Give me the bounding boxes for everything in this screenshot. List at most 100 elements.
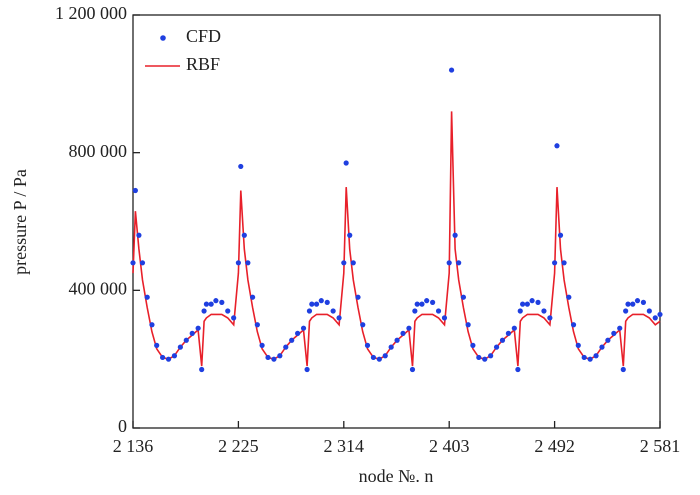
- cfd-point: [165, 356, 172, 362]
- cfd-point: [419, 301, 425, 307]
- cfd-point: [634, 298, 641, 304]
- y-tick-label: 400 000: [69, 278, 128, 298]
- cfd-point: [250, 294, 256, 300]
- cfd-point: [493, 344, 500, 350]
- cfd-point: [623, 308, 629, 314]
- cfd-point: [300, 325, 307, 331]
- cfd-point: [139, 260, 146, 266]
- cfd-point: [570, 322, 577, 328]
- cfd-point: [341, 260, 347, 266]
- cfd-point: [605, 337, 611, 343]
- cfd-point: [630, 301, 636, 307]
- cfd-point: [370, 354, 377, 361]
- y-tick-label: 0: [118, 416, 127, 436]
- cfd-point: [201, 308, 207, 314]
- x-tick-label: 2 225: [218, 436, 259, 456]
- cfd-point: [289, 337, 295, 343]
- cfd-point: [225, 308, 231, 314]
- cfd-point: [376, 356, 382, 362]
- cfd-point: [208, 301, 214, 307]
- x-axis-label: node №. n: [359, 466, 434, 486]
- cfd-point: [561, 260, 567, 266]
- cfd-point: [557, 232, 564, 238]
- cfd-point: [382, 353, 388, 359]
- cfd-point: [640, 299, 647, 305]
- cfd-point: [652, 315, 658, 321]
- x-tick-label: 2 492: [534, 436, 575, 456]
- cfd-point: [488, 353, 494, 359]
- cfd-point: [336, 315, 342, 321]
- cfd-point: [132, 187, 138, 194]
- cfd-point: [241, 232, 247, 238]
- cfd-point: [219, 299, 225, 305]
- cfd-point: [364, 342, 371, 348]
- legend-label: CFD: [186, 26, 221, 46]
- cfd-point: [343, 160, 349, 166]
- cfd-point: [183, 337, 189, 343]
- cfd-point: [456, 260, 462, 266]
- cfd-point: [277, 353, 283, 359]
- x-tick-label: 2 136: [113, 436, 154, 456]
- x-tick-label: 2 403: [429, 436, 470, 456]
- cfd-point: [448, 67, 455, 73]
- cfd-point: [238, 163, 244, 170]
- cfd-point: [199, 366, 205, 373]
- cfd-point: [295, 330, 301, 336]
- cfd-point: [424, 298, 430, 304]
- cfd-point: [452, 232, 458, 238]
- cfd-point: [309, 301, 315, 307]
- cfd-point: [414, 301, 420, 307]
- x-tick-label: 2 314: [324, 436, 365, 456]
- cfd-point: [617, 325, 623, 331]
- cfd-point: [535, 299, 541, 305]
- y-tick-label: 800 000: [69, 141, 128, 161]
- cfd-point: [318, 298, 324, 304]
- cfd-point: [400, 330, 406, 336]
- cfd-point: [347, 232, 353, 238]
- cfd-point: [203, 301, 210, 307]
- cfd-point: [529, 298, 535, 304]
- cfd-point: [430, 299, 436, 305]
- cfd-point: [476, 354, 482, 361]
- cfd-point: [231, 315, 237, 321]
- cfd-point: [435, 308, 442, 314]
- cfd-point: [441, 315, 448, 321]
- cfd-point: [460, 294, 467, 300]
- cfd-point: [177, 344, 183, 350]
- cfd-point: [130, 260, 136, 266]
- cfd-point: [189, 330, 195, 336]
- cfd-point: [646, 308, 652, 314]
- cfd-point: [283, 344, 289, 350]
- cfd-point: [482, 356, 488, 362]
- cfd-point: [265, 354, 271, 361]
- cfd-point: [306, 308, 313, 314]
- cfd-point: [160, 354, 166, 361]
- cfd-point: [505, 330, 512, 336]
- cfd-point: [136, 232, 142, 238]
- cfd-point: [524, 301, 530, 307]
- cfd-point: [195, 325, 201, 331]
- cfd-point: [245, 260, 251, 266]
- cfd-point: [388, 344, 394, 350]
- cfd-point: [499, 337, 506, 343]
- cfd-point: [144, 294, 150, 300]
- cfd-point: [406, 325, 412, 331]
- cfd-point: [271, 356, 277, 362]
- cfd-point: [324, 299, 330, 305]
- cfd-point: [620, 366, 626, 373]
- cfd-point: [394, 337, 400, 343]
- cfd-point: [254, 322, 260, 328]
- cfd-point: [566, 294, 572, 300]
- cfd-point: [517, 308, 523, 314]
- cfd-point: [470, 342, 476, 348]
- cfd-point: [599, 344, 605, 350]
- cfd-point: [611, 330, 617, 336]
- cfd-point: [581, 354, 587, 361]
- cfd-point: [593, 353, 599, 359]
- y-tick-label: 1 200 000: [55, 3, 127, 23]
- cfd-point: [235, 260, 241, 266]
- cfd-point: [552, 260, 558, 266]
- cfd-point: [355, 294, 361, 300]
- cfd-point: [541, 308, 547, 314]
- cfd-point: [149, 322, 155, 328]
